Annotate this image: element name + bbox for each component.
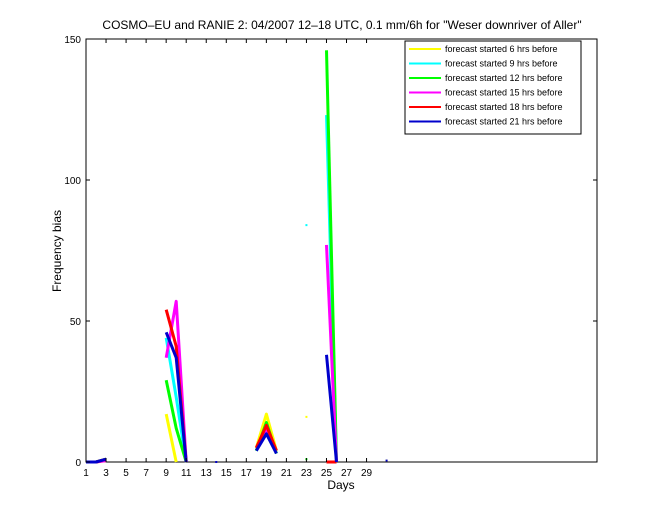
- legend-label: forecast started 18 hrs before: [445, 102, 563, 112]
- legend-label: forecast started 15 hrs before: [445, 88, 563, 98]
- x-tick-label: 21: [281, 468, 293, 479]
- series-layer: [86, 50, 388, 464]
- x-tick-label: 29: [361, 468, 373, 479]
- series-line: [325, 354, 338, 463]
- x-tick-label: 15: [221, 468, 233, 479]
- x-tick-label: 19: [261, 468, 273, 479]
- x-tick-label: 23: [301, 468, 313, 479]
- y-axis: 0 50 100 150: [64, 35, 597, 469]
- series-line: [255, 432, 278, 455]
- x-tick-label: 17: [241, 468, 253, 479]
- x-tick-label: 7: [143, 468, 149, 479]
- x-tick-label: 1: [83, 468, 89, 479]
- x-tick-label: 11: [181, 468, 192, 479]
- x-tick-label: 3: [103, 468, 109, 479]
- y-tick-label: 50: [70, 317, 82, 328]
- x-tick-label: 9: [163, 468, 169, 479]
- legend: forecast started 6 hrs before forecast st…: [404, 40, 582, 135]
- series-line: [325, 244, 338, 463]
- legend-label: forecast started 9 hrs before: [445, 59, 558, 69]
- y-tick-label: 100: [64, 176, 81, 187]
- series-line: [164, 413, 178, 463]
- x-tick-label: 5: [123, 468, 129, 479]
- legend-label: forecast started 21 hrs before: [445, 117, 563, 127]
- x-tick-label: 13: [201, 468, 213, 479]
- legend-label: forecast started 6 hrs before: [445, 44, 558, 54]
- y-tick-label: 150: [64, 35, 81, 46]
- series-line: [254, 423, 278, 452]
- y-axis-label: Frequency bias: [50, 210, 64, 292]
- y-tick-label: 0: [75, 458, 81, 469]
- x-axis: 1 3 5 7 9 11 13 15 17 19 21 23 25 27 29: [83, 39, 373, 479]
- series-line: [164, 331, 188, 463]
- legend-label: forecast started 12 hrs before: [445, 73, 563, 83]
- x-axis-label: Days: [327, 478, 354, 492]
- series-line: [164, 379, 188, 463]
- x-tick-label: 25: [321, 468, 333, 479]
- legend-box: [404, 40, 582, 135]
- chart-title: COSMO–EU and RANIE 2: 04/2007 12–18 UTC,…: [102, 18, 581, 32]
- x-tick-label: 27: [341, 468, 353, 479]
